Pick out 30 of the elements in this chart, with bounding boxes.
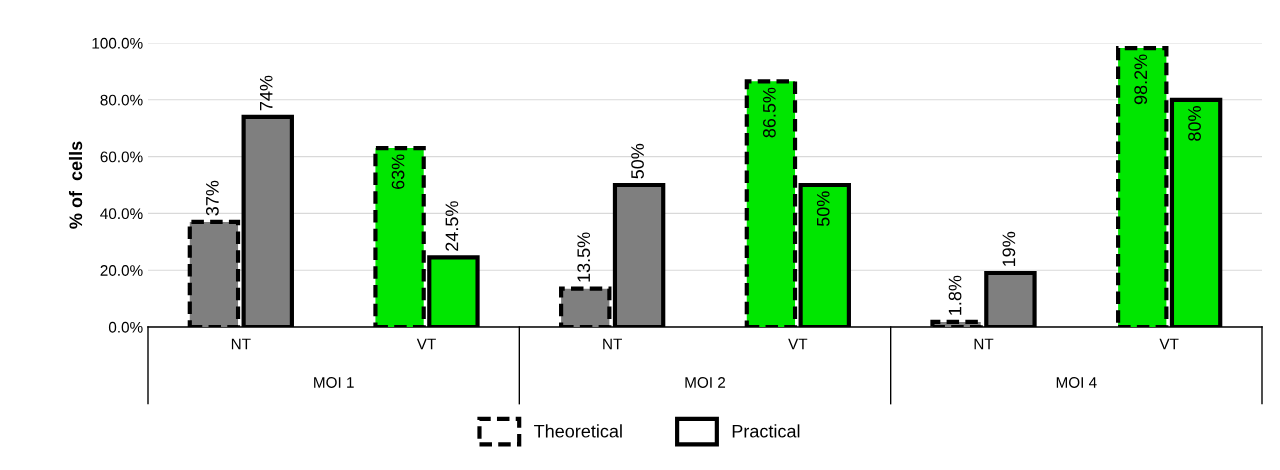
y-tick-label: 40.0% (100, 208, 143, 220)
data-label: 74% (259, 75, 273, 111)
y-axis-title: % of cells (68, 141, 83, 229)
data-label: 24.5% (445, 201, 459, 251)
data-label: 50% (816, 191, 830, 227)
text: MOI 4 (1056, 377, 1097, 388)
x-tick-label: VT (788, 338, 808, 350)
data-label: 1.8% (948, 275, 962, 315)
y-tick-label: 20.0% (100, 265, 143, 276)
data-label: 63% (391, 154, 405, 189)
data-label: 13.5% (577, 232, 591, 282)
data-label: 98.2% (1134, 54, 1148, 105)
y-tick-label: 100.0% (92, 37, 143, 49)
text: MOI 1 (314, 377, 354, 388)
y-tick-label: 80.0% (100, 94, 143, 106)
data-label: 19% (1002, 231, 1016, 266)
x-tick-label: VT (416, 338, 436, 350)
y-tick-label: 60.0% (100, 151, 143, 163)
data-label: 80% (1188, 106, 1201, 141)
y-tick-label: 0.0% (108, 321, 143, 333)
text: MOI 2 (685, 377, 726, 388)
data-label: 86.5% (762, 87, 776, 138)
legend-label: Theoretical (534, 424, 622, 438)
x-tick-label: VT (1159, 338, 1179, 350)
data-label: 50% (631, 143, 644, 179)
legend-label: Practical (732, 424, 800, 438)
x-tick-label: NT (603, 338, 622, 350)
x-tick-label: NT (231, 338, 251, 350)
data-label: 37% (205, 180, 219, 216)
x-tick-label: NT (974, 338, 994, 350)
